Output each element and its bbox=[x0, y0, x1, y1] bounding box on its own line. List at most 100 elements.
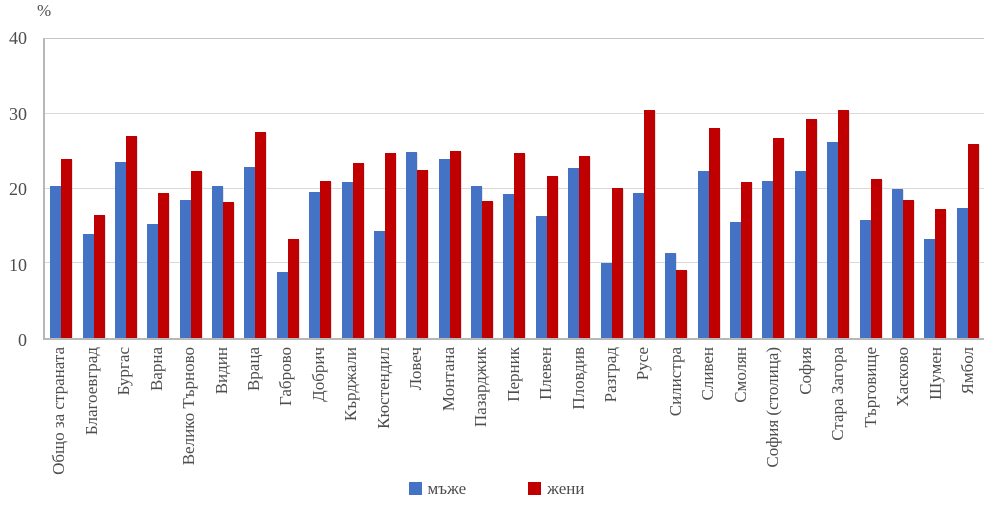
bar-group bbox=[336, 39, 368, 338]
x-label-cell: Бургас bbox=[108, 347, 140, 477]
bar-group bbox=[563, 39, 595, 338]
bar-series-men bbox=[568, 167, 580, 338]
bar-series-women bbox=[611, 187, 623, 338]
bar-group bbox=[531, 39, 563, 338]
x-label-cell: Велико Търново bbox=[173, 347, 205, 477]
x-axis-labels: Общо за страната Благоевград Бургас Варна Ве… bbox=[43, 347, 984, 477]
bar-group bbox=[887, 39, 919, 338]
bar-series-men bbox=[891, 188, 903, 338]
bar-series-women bbox=[579, 155, 591, 338]
bars bbox=[45, 39, 984, 338]
bar-series-men bbox=[212, 185, 224, 338]
bar-series-men bbox=[244, 166, 256, 338]
bar-series-women bbox=[190, 170, 202, 338]
y-axis-unit-label: % bbox=[37, 1, 52, 20]
x-label-cell: Плевен bbox=[530, 347, 562, 477]
x-axis-label: София bbox=[795, 347, 815, 395]
bar-series-men bbox=[762, 181, 774, 338]
y-tick-label: 20 bbox=[9, 179, 27, 199]
bar-series-women bbox=[287, 238, 299, 338]
bar-series-women bbox=[482, 201, 494, 338]
bar-series-men bbox=[827, 142, 839, 338]
bar-series-women bbox=[514, 152, 526, 338]
x-label-cell: Силистра bbox=[660, 347, 692, 477]
y-tick-label: 10 bbox=[9, 254, 27, 275]
bar-series-women bbox=[676, 269, 688, 338]
bar-group bbox=[401, 39, 433, 338]
x-axis-label: София (столица) bbox=[763, 347, 783, 468]
bar-series-men bbox=[406, 151, 418, 338]
bar-series-women bbox=[449, 151, 461, 338]
x-axis-label: Кюстендил bbox=[373, 347, 393, 429]
bar-group bbox=[77, 39, 109, 338]
bar-series-men bbox=[503, 193, 515, 338]
x-label-cell: Смолян bbox=[725, 347, 757, 477]
bar-series-men bbox=[794, 170, 806, 338]
x-axis-label: Варна bbox=[146, 347, 166, 392]
x-axis-label: Велико Търново bbox=[179, 347, 199, 466]
x-label-cell: Благоевград bbox=[75, 347, 107, 477]
bar-series-men bbox=[50, 185, 62, 338]
bar-series-women bbox=[223, 201, 235, 338]
bar-series-men bbox=[82, 234, 94, 338]
x-axis-label: Шумен bbox=[925, 347, 945, 400]
x-axis-label: Смолян bbox=[730, 347, 750, 403]
bar-series-men bbox=[632, 193, 644, 338]
bar-series-women bbox=[255, 131, 267, 338]
bar-series-women bbox=[805, 118, 817, 338]
x-label-cell: Стара Загора bbox=[822, 347, 854, 477]
x-axis-label: Пазарджик bbox=[471, 347, 491, 428]
x-axis-label: Сливен bbox=[698, 347, 718, 401]
x-axis-label: Хасково bbox=[893, 347, 913, 407]
x-label-cell: Хасково bbox=[887, 347, 919, 477]
x-axis-label: Разград bbox=[601, 347, 620, 403]
bar-series-men bbox=[341, 181, 353, 338]
bar-group bbox=[790, 39, 822, 338]
bar-group bbox=[854, 39, 886, 338]
bar-series-women bbox=[773, 137, 785, 338]
x-label-cell: Габрово bbox=[270, 347, 302, 477]
bar-group bbox=[952, 39, 984, 338]
x-label-cell: Ловеч bbox=[400, 347, 432, 477]
x-axis-label: Ямбол bbox=[957, 347, 977, 395]
legend-item-men: мъже bbox=[408, 480, 466, 497]
x-axis-label: Общо за страната bbox=[49, 347, 69, 475]
x-axis-label: Ловеч bbox=[406, 347, 426, 391]
x-axis-label: Добрич bbox=[308, 347, 328, 402]
bar-series-women bbox=[741, 181, 753, 338]
x-label-cell: Монтана bbox=[432, 347, 464, 477]
bar-series-men bbox=[730, 222, 742, 338]
x-axis-label: Плевен bbox=[536, 347, 556, 400]
bar-group bbox=[175, 39, 207, 338]
bar-group bbox=[757, 39, 789, 338]
x-label-cell: Русе bbox=[627, 347, 659, 477]
y-axis: 0 10 20 30 40 bbox=[0, 29, 35, 349]
x-label-cell: Търговище bbox=[854, 347, 886, 477]
bar-series-women bbox=[967, 143, 979, 338]
x-label-cell: Кюстендил bbox=[368, 347, 400, 477]
x-label-cell: Ямбол bbox=[952, 347, 984, 477]
x-label-cell: Пазарджик bbox=[465, 347, 497, 477]
y-tick-label: 40 bbox=[9, 28, 27, 48]
bar-group bbox=[660, 39, 692, 338]
bar-series-women bbox=[838, 110, 850, 338]
x-label-cell: Кърджали bbox=[335, 347, 367, 477]
bar-group bbox=[434, 39, 466, 338]
x-label-cell: Шумен bbox=[919, 347, 951, 477]
x-axis-label: Перник bbox=[503, 347, 523, 402]
bar-series-men bbox=[535, 216, 547, 338]
legend: мъже жени bbox=[0, 477, 993, 499]
bar-series-women bbox=[61, 158, 73, 338]
bar-group bbox=[45, 39, 77, 338]
bar-series-men bbox=[471, 185, 483, 338]
x-label-cell: София (столица) bbox=[757, 347, 789, 477]
bar-series-men bbox=[114, 161, 126, 338]
bar-series-women bbox=[935, 209, 947, 338]
x-label-cell: София bbox=[789, 347, 821, 477]
bar-series-men bbox=[956, 207, 968, 338]
x-axis-label: Стара Загора bbox=[828, 347, 848, 441]
bar-series-men bbox=[859, 219, 871, 338]
bar-series-men bbox=[147, 223, 159, 338]
bar-group bbox=[822, 39, 854, 338]
